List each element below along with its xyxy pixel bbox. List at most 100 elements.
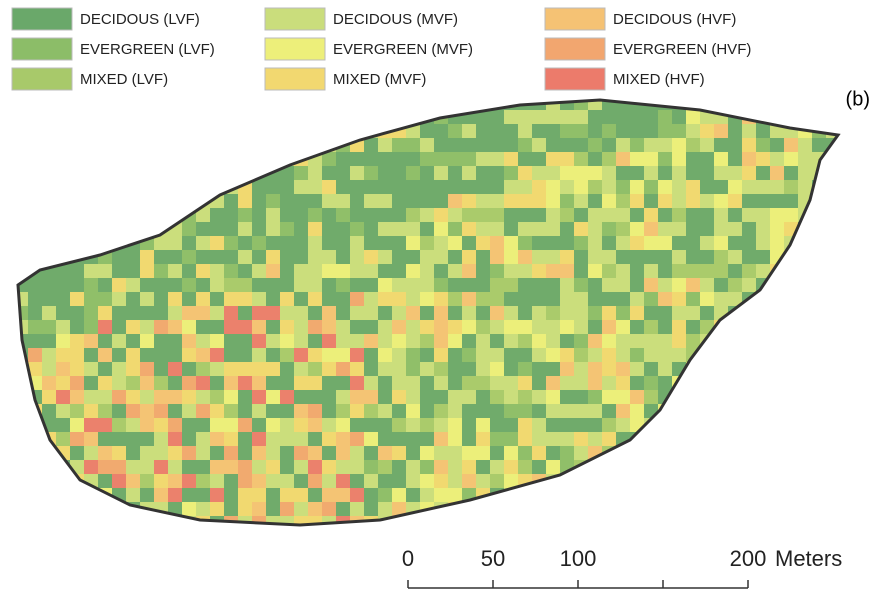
land-cell	[378, 180, 392, 194]
land-cell	[126, 460, 140, 474]
land-cell	[644, 250, 658, 264]
land-cell	[686, 474, 700, 488]
land-cell	[84, 348, 98, 362]
legend: DECIDOUS (LVF)EVERGREEN (LVF)MIXED (LVF)…	[12, 8, 751, 90]
land-cell	[140, 460, 154, 474]
land-cell	[168, 292, 182, 306]
land-cell	[378, 264, 392, 278]
land-cell	[392, 138, 406, 152]
land-cell	[476, 362, 490, 376]
land-cell	[252, 320, 266, 334]
land-cell	[798, 138, 812, 152]
land-cell	[700, 446, 714, 460]
land-cell	[434, 320, 448, 334]
land-cell	[252, 418, 266, 432]
land-cell	[28, 306, 42, 320]
land-cell	[784, 376, 798, 390]
land-cell	[238, 474, 252, 488]
land-cell	[308, 180, 322, 194]
land-cell	[322, 432, 336, 446]
land-cell	[476, 194, 490, 208]
land-cell	[602, 166, 616, 180]
land-cell	[784, 390, 798, 404]
land-cell	[714, 292, 728, 306]
land-cell	[420, 306, 434, 320]
land-cell	[742, 390, 756, 404]
land-cell	[392, 334, 406, 348]
land-cell	[462, 180, 476, 194]
land-cell	[14, 376, 28, 390]
land-cell	[784, 334, 798, 348]
land-cell	[14, 110, 28, 124]
land-cell	[840, 110, 854, 124]
land-cell	[126, 418, 140, 432]
land-cell	[224, 390, 238, 404]
land-cell	[126, 138, 140, 152]
land-cell	[182, 376, 196, 390]
land-cell	[784, 348, 798, 362]
land-cell	[280, 180, 294, 194]
land-cell	[728, 404, 742, 418]
land-cell	[350, 446, 364, 460]
land-cell	[126, 124, 140, 138]
land-cell	[560, 194, 574, 208]
land-cell	[14, 292, 28, 306]
land-cell	[350, 250, 364, 264]
land-cell	[336, 124, 350, 138]
land-cell	[546, 516, 560, 530]
land-cell	[280, 418, 294, 432]
land-cell	[350, 222, 364, 236]
land-cell	[518, 306, 532, 320]
land-cell	[700, 180, 714, 194]
land-cell	[448, 474, 462, 488]
land-cell	[322, 124, 336, 138]
land-cell	[420, 194, 434, 208]
land-cell	[56, 320, 70, 334]
land-cell	[126, 96, 140, 110]
land-cell	[490, 334, 504, 348]
land-cell	[112, 110, 126, 124]
land-cell	[140, 418, 154, 432]
land-cell	[308, 278, 322, 292]
land-cell	[840, 362, 854, 376]
land-cell	[210, 474, 224, 488]
land-cell	[280, 124, 294, 138]
land-cell	[154, 516, 168, 530]
scale-label: 200	[730, 546, 767, 571]
land-cell	[252, 96, 266, 110]
land-cell	[56, 180, 70, 194]
land-cell	[196, 236, 210, 250]
land-cell	[392, 348, 406, 362]
land-cell	[672, 138, 686, 152]
land-cell	[476, 320, 490, 334]
land-cell	[56, 236, 70, 250]
land-cell	[378, 292, 392, 306]
land-cell	[532, 250, 546, 264]
land-cell	[770, 376, 784, 390]
land-cell	[154, 390, 168, 404]
land-cell	[546, 460, 560, 474]
land-cell	[756, 292, 770, 306]
land-cell	[546, 194, 560, 208]
land-cell	[574, 124, 588, 138]
land-cell	[448, 404, 462, 418]
land-cell	[616, 418, 630, 432]
land-cell	[112, 124, 126, 138]
land-cell	[700, 516, 714, 530]
land-cell	[602, 278, 616, 292]
land-cell	[70, 362, 84, 376]
land-cell	[182, 362, 196, 376]
land-cell	[630, 138, 644, 152]
land-cell	[518, 166, 532, 180]
land-cell	[490, 474, 504, 488]
land-cell	[840, 166, 854, 180]
land-cell	[560, 250, 574, 264]
land-cell	[196, 180, 210, 194]
land-cell	[756, 460, 770, 474]
land-cell	[238, 404, 252, 418]
land-cell	[378, 208, 392, 222]
land-cell	[826, 278, 840, 292]
land-cell	[532, 292, 546, 306]
land-cell	[14, 404, 28, 418]
land-cell	[742, 502, 756, 516]
